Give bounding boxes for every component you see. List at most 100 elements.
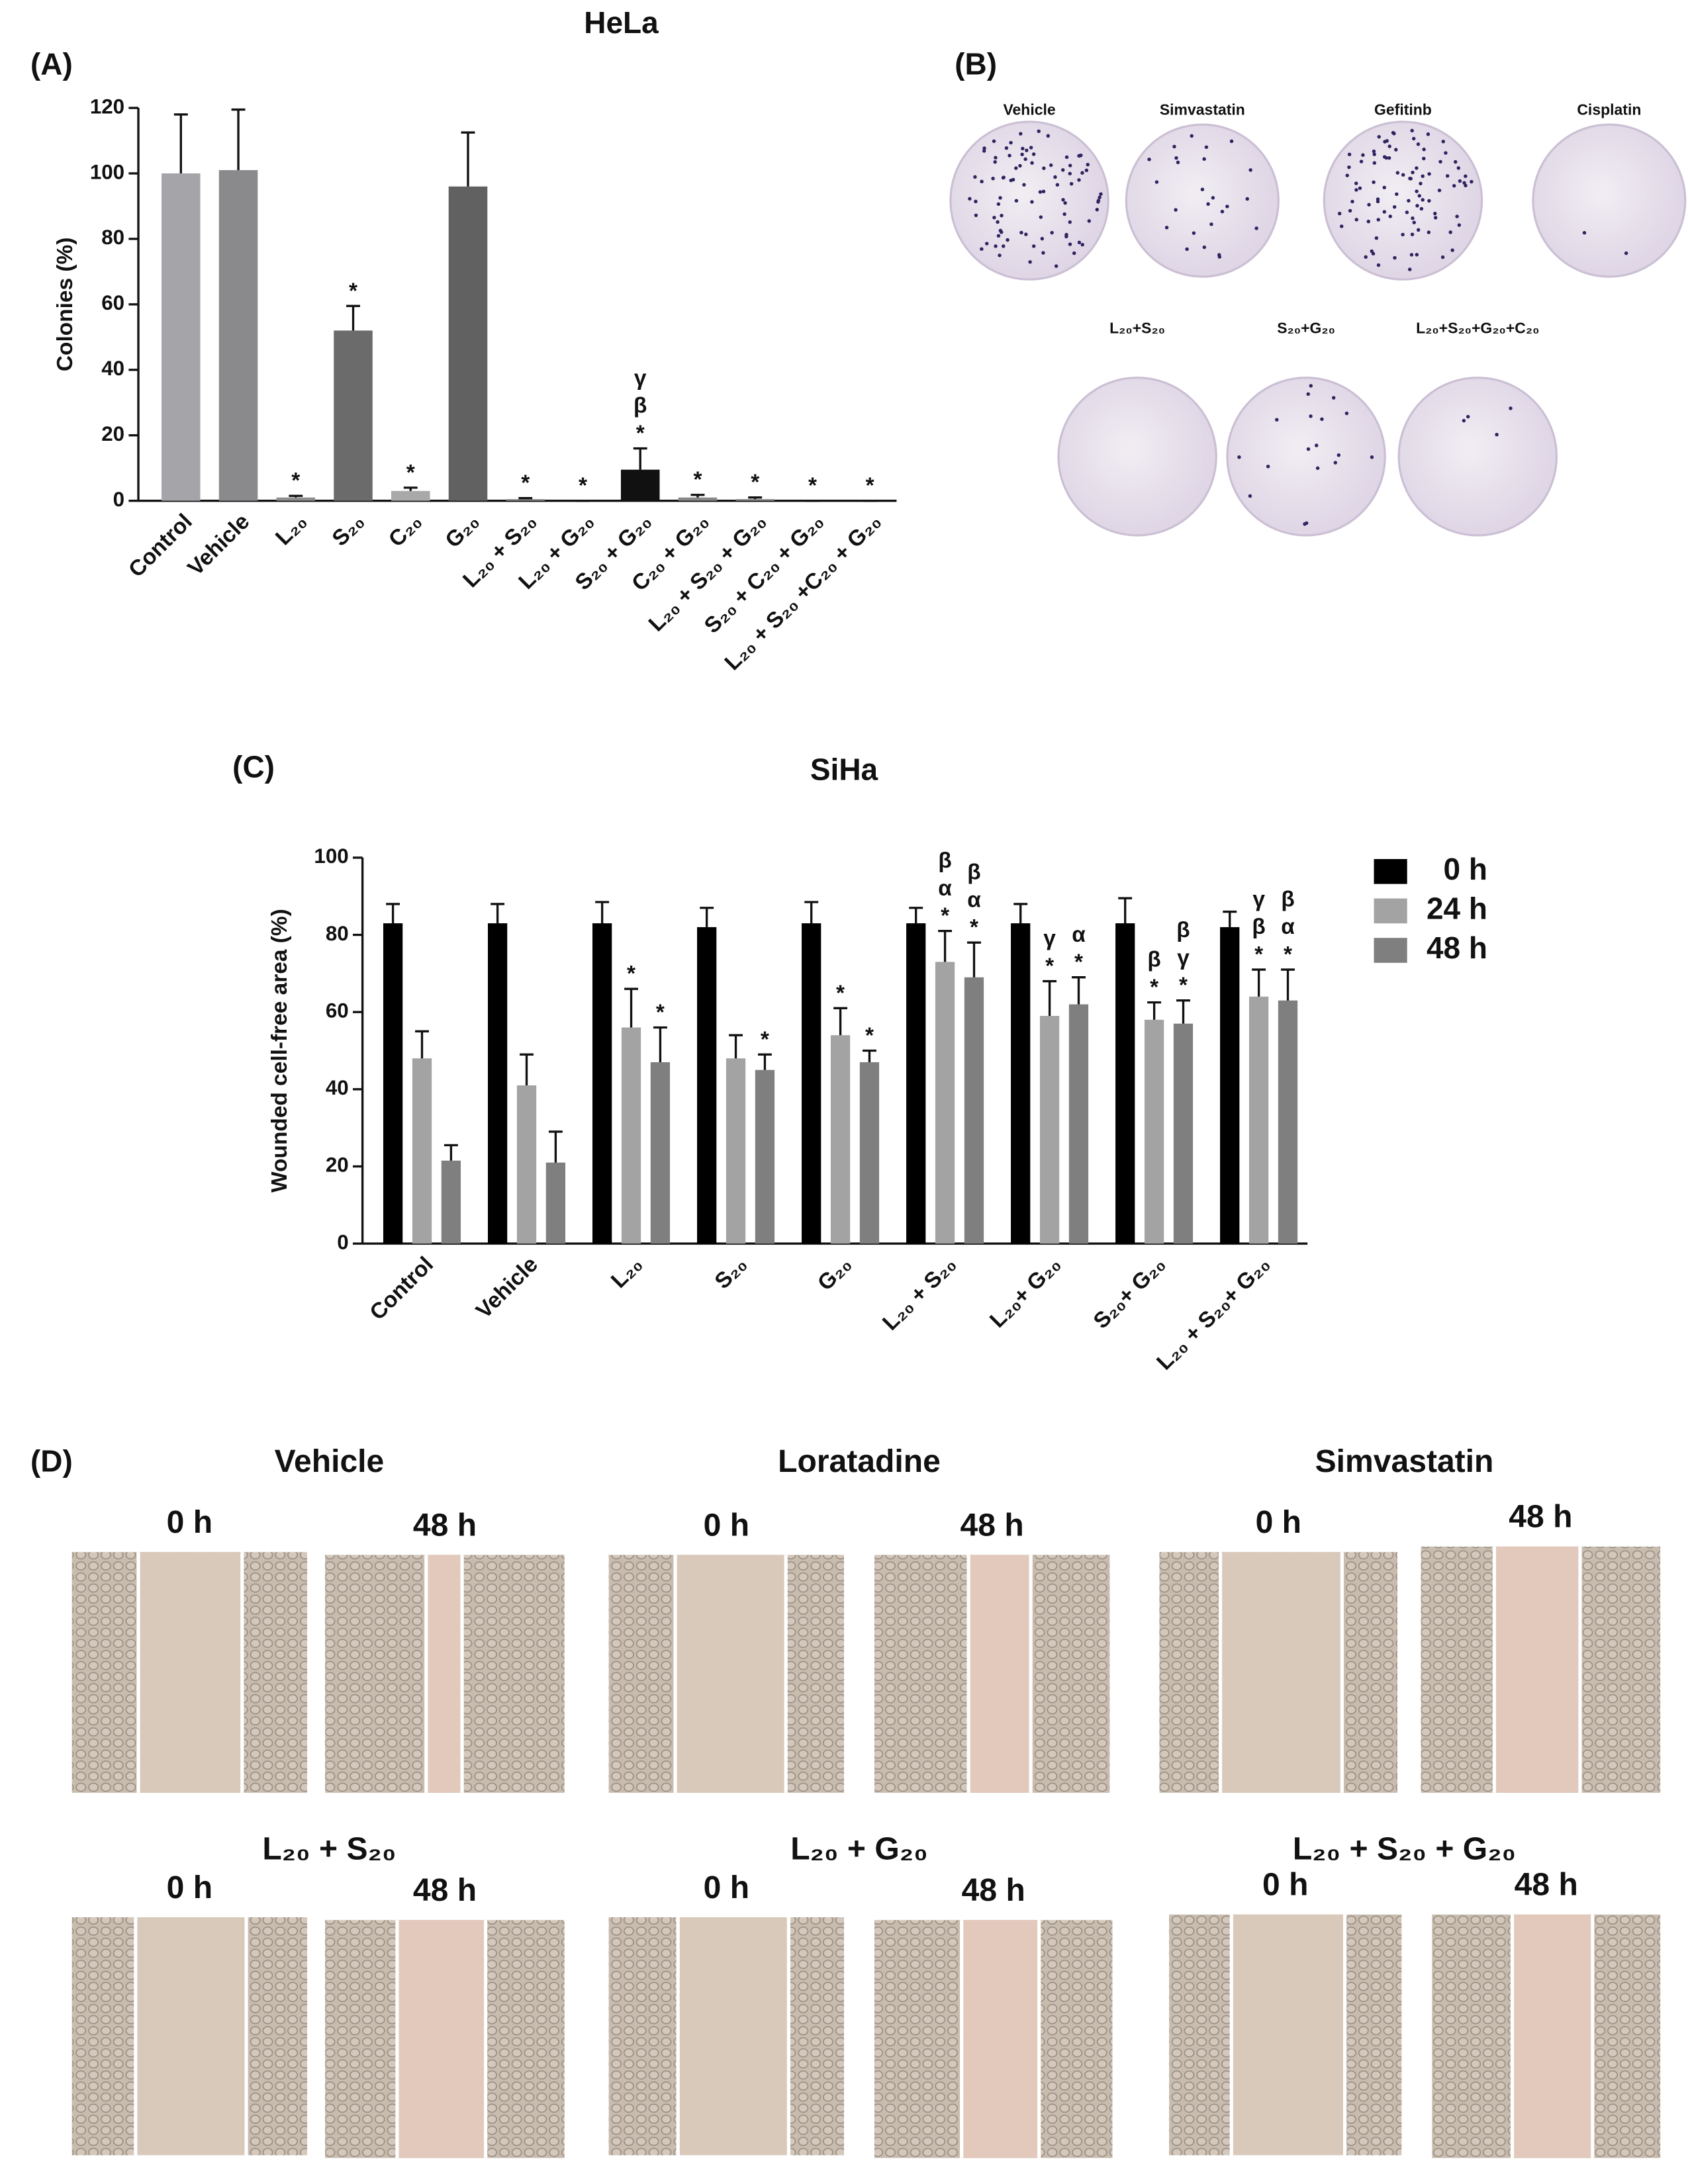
colony [1444, 151, 1448, 155]
significance-mark: * [1254, 942, 1263, 967]
bar [650, 1062, 671, 1244]
wound-gap [678, 1917, 789, 2156]
x-tick-label: C₂₀ [384, 510, 426, 552]
time-label: 48 h [1509, 1499, 1572, 1535]
y-tick-label: 120 [90, 95, 124, 118]
bar [506, 499, 545, 501]
colony [1095, 207, 1100, 212]
colony [1495, 432, 1499, 437]
y-tick-label: 60 [101, 291, 124, 314]
colony [1422, 156, 1426, 161]
colony [1040, 236, 1045, 241]
colony [1315, 443, 1319, 447]
colony [1053, 175, 1057, 179]
bar [545, 1162, 566, 1244]
colony [1415, 204, 1419, 208]
colony [1331, 396, 1336, 400]
time-label: 0 h [167, 1504, 212, 1540]
significance-mark: * [291, 469, 300, 493]
colony [1345, 173, 1349, 177]
colony [1192, 231, 1196, 235]
significance-mark: * [656, 1000, 665, 1024]
bar [1011, 923, 1031, 1244]
colony [1350, 199, 1354, 204]
colony [1366, 219, 1370, 224]
colony [1049, 163, 1053, 167]
bar [1144, 1019, 1164, 1244]
colony [1411, 216, 1415, 220]
bar [621, 1027, 641, 1244]
colony [968, 197, 972, 201]
colony [992, 139, 996, 144]
significance-mark: β [633, 394, 647, 418]
colony [1039, 215, 1043, 219]
colony [1031, 244, 1036, 248]
colony [974, 199, 978, 204]
bar [1039, 1016, 1060, 1244]
colony [1000, 214, 1004, 218]
significance-mark: * [751, 471, 759, 495]
colony [980, 179, 984, 183]
colony [1371, 251, 1376, 255]
colony [1344, 411, 1349, 416]
colony [1211, 196, 1215, 200]
condition-title: L₂₀ + S₂₀ [262, 1831, 396, 1866]
colony [1068, 220, 1072, 224]
wound-gap [1220, 1552, 1342, 1793]
colony [1411, 170, 1415, 175]
x-tick-label: Vehicle [183, 510, 255, 581]
colony [1009, 140, 1013, 145]
bar [383, 923, 403, 1244]
colony [1000, 230, 1004, 234]
significance-mark: γ [1043, 927, 1056, 951]
bar [620, 469, 660, 501]
colony [982, 149, 986, 153]
significance-mark: * [808, 474, 817, 498]
colony [985, 242, 989, 246]
time-label: 48 h [961, 1507, 1024, 1543]
colony [1206, 202, 1210, 206]
bar [726, 1058, 746, 1244]
y-tick-label: 80 [326, 922, 349, 945]
colony [1409, 177, 1413, 181]
colony [1025, 148, 1029, 152]
colony [1354, 181, 1358, 185]
chart-title: HeLa [584, 5, 659, 40]
bar [391, 490, 430, 501]
significance-mark: * [941, 904, 949, 929]
y-tick-label: 60 [326, 999, 349, 1022]
colony [1415, 166, 1419, 170]
plate-label: Vehicle [1003, 101, 1055, 118]
x-tick-label: S₂₀+ G₂₀ [1089, 1252, 1170, 1334]
significance-mark: β [938, 848, 951, 873]
wound-gap [1494, 1546, 1580, 1793]
colony [1220, 209, 1225, 214]
x-tick-label: G₂₀ [441, 510, 485, 553]
colony [1014, 199, 1019, 203]
colony [1041, 251, 1045, 255]
y-tick-label: 0 [337, 1230, 348, 1253]
wound-gap [1231, 1914, 1345, 2156]
colony [1388, 214, 1392, 218]
colony [1448, 230, 1452, 234]
colony [1416, 228, 1421, 232]
colony [1392, 205, 1397, 209]
colony [1387, 144, 1391, 148]
culture-plate [1057, 377, 1217, 537]
colony [1176, 160, 1180, 165]
colony [1372, 152, 1376, 156]
colony [1204, 145, 1209, 150]
colony [1096, 200, 1100, 204]
colony [1464, 183, 1468, 188]
colony [992, 216, 996, 220]
bar [1278, 1000, 1298, 1244]
colony [1582, 231, 1587, 235]
colony [1387, 156, 1391, 160]
colony [1086, 162, 1090, 167]
colony [1384, 156, 1388, 160]
significance-mark: * [636, 421, 645, 445]
colony [1054, 264, 1058, 268]
colony [1019, 132, 1023, 136]
colony [1038, 190, 1043, 194]
